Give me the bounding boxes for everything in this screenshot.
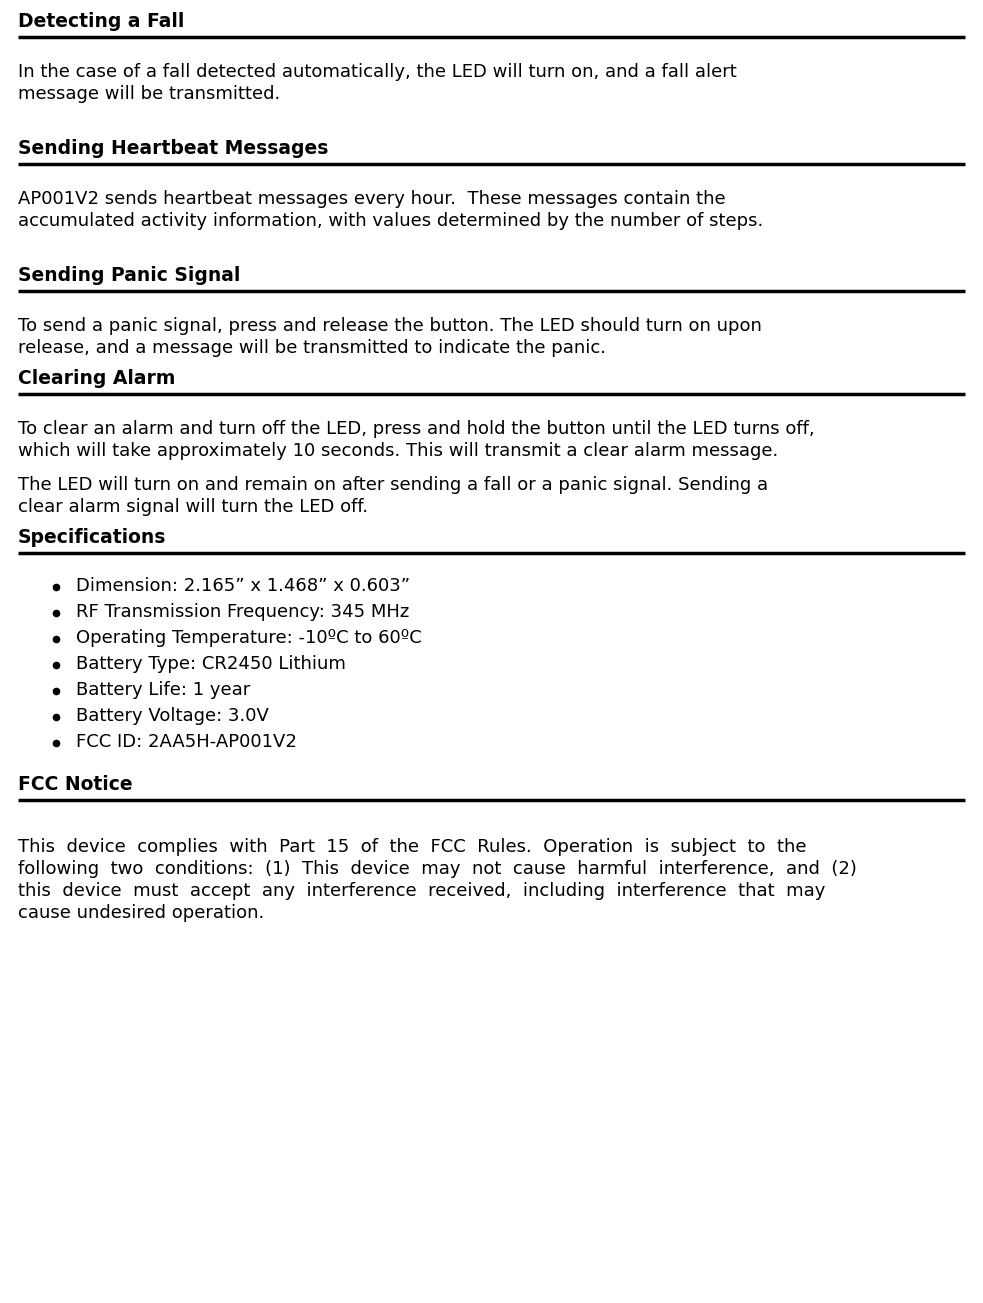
Text: Clearing Alarm: Clearing Alarm xyxy=(18,369,175,388)
Text: which will take approximately 10 seconds. This will transmit a clear alarm messa: which will take approximately 10 seconds… xyxy=(18,442,779,460)
Text: To clear an alarm and turn off the LED, press and hold the button until the LED : To clear an alarm and turn off the LED, … xyxy=(18,420,815,438)
Text: Sending Panic Signal: Sending Panic Signal xyxy=(18,266,241,285)
Text: message will be transmitted.: message will be transmitted. xyxy=(18,85,280,103)
Text: following  two  conditions:  (1)  This  device  may  not  cause  harmful  interf: following two conditions: (1) This devic… xyxy=(18,860,857,878)
Text: accumulated activity information, with values determined by the number of steps.: accumulated activity information, with v… xyxy=(18,212,763,231)
Text: To send a panic signal, press and release the button. The LED should turn on upo: To send a panic signal, press and releas… xyxy=(18,317,762,335)
Text: Dimension: 2.165” x 1.468” x 0.603”: Dimension: 2.165” x 1.468” x 0.603” xyxy=(76,577,410,595)
Text: Specifications: Specifications xyxy=(18,528,166,547)
Text: clear alarm signal will turn the LED off.: clear alarm signal will turn the LED off… xyxy=(18,498,368,516)
Text: Battery Voltage: 3.0V: Battery Voltage: 3.0V xyxy=(76,708,269,724)
Text: Battery Life: 1 year: Battery Life: 1 year xyxy=(76,681,251,698)
Text: The LED will turn on and remain on after sending a fall or a panic signal. Sendi: The LED will turn on and remain on after… xyxy=(18,476,768,494)
Text: This  device  complies  with  Part  15  of  the  FCC  Rules.  Operation  is  sub: This device complies with Part 15 of the… xyxy=(18,838,806,856)
Text: FCC Notice: FCC Notice xyxy=(18,775,133,794)
Text: In the case of a fall detected automatically, the LED will turn on, and a fall a: In the case of a fall detected automatic… xyxy=(18,63,736,81)
Text: AP001V2 sends heartbeat messages every hour.  These messages contain the: AP001V2 sends heartbeat messages every h… xyxy=(18,190,725,208)
Text: FCC ID: 2AA5H-AP001V2: FCC ID: 2AA5H-AP001V2 xyxy=(76,734,297,751)
Text: Operating Temperature: -10ºC to 60ºC: Operating Temperature: -10ºC to 60ºC xyxy=(76,629,422,648)
Text: this  device  must  accept  any  interference  received,  including  interferenc: this device must accept any interference… xyxy=(18,882,826,900)
Text: Sending Heartbeat Messages: Sending Heartbeat Messages xyxy=(18,139,328,158)
Text: Detecting a Fall: Detecting a Fall xyxy=(18,12,185,31)
Text: release, and a message will be transmitted to indicate the panic.: release, and a message will be transmitt… xyxy=(18,339,606,357)
Text: cause undesired operation.: cause undesired operation. xyxy=(18,904,264,923)
Text: RF Transmission Frequency: 345 MHz: RF Transmission Frequency: 345 MHz xyxy=(76,603,409,622)
Text: Battery Type: CR2450 Lithium: Battery Type: CR2450 Lithium xyxy=(76,655,346,674)
